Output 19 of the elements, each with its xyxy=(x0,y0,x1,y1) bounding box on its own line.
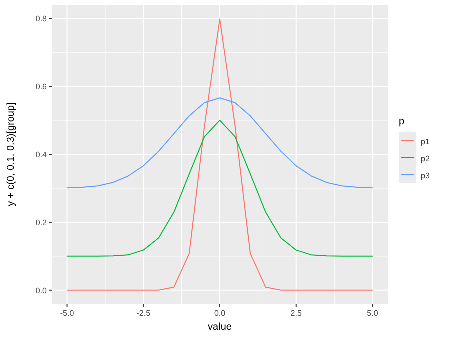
x-tick-label: -5.0 xyxy=(60,309,75,318)
line-series xyxy=(66,98,374,189)
y-tick-label: 0.4 xyxy=(36,150,48,160)
legend-label: p2 xyxy=(421,154,430,164)
legend-label: p3 xyxy=(421,172,430,180)
legend-label: p1 xyxy=(421,138,430,146)
x-tick-label: -2.5 xyxy=(136,309,152,318)
x-tick-label: 5.0 xyxy=(367,309,379,318)
y-axis-title: y + c(0, 0.1, 0.3)[group] xyxy=(6,102,17,206)
legend-title: p xyxy=(399,116,405,128)
y-tick-label: 0.6 xyxy=(36,82,48,92)
x-tick-label: 0.0 xyxy=(214,309,226,318)
y-tick-label: 0.8 xyxy=(36,14,48,24)
line-series xyxy=(66,18,374,291)
y-tick-label: 0.2 xyxy=(36,218,48,228)
line-series xyxy=(66,120,374,257)
y-tick-label: 0.0 xyxy=(36,286,48,296)
x-axis-title: value xyxy=(208,322,232,333)
x-tick-label: 2.5 xyxy=(290,309,302,318)
